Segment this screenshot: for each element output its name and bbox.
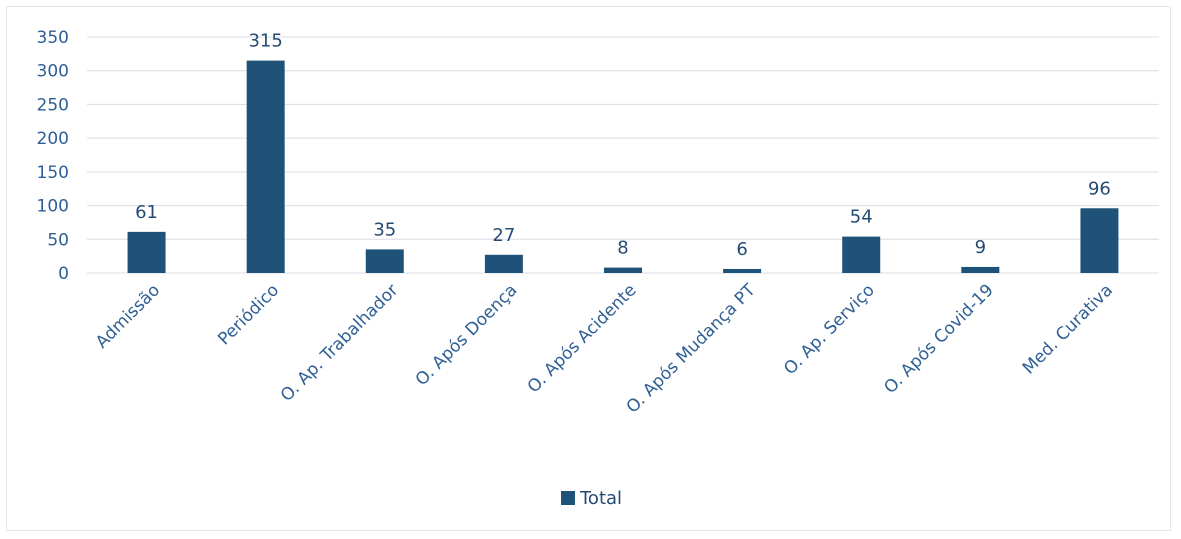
y-tick-label: 300 bbox=[37, 62, 69, 82]
bar bbox=[961, 266, 1000, 273]
y-tick-label: 250 bbox=[37, 95, 69, 115]
y-tick-label: 50 bbox=[47, 230, 69, 250]
chart-frame: 0 50 100 150 200 250 300 350 61 315 35 27 8 6 54 9 96 A… bbox=[6, 6, 1171, 531]
legend-label: Total bbox=[579, 488, 622, 509]
y-tick-label: 350 bbox=[37, 28, 69, 48]
x-tick-label: Admissão bbox=[92, 280, 164, 352]
data-label: 61 bbox=[135, 202, 158, 223]
x-tick-label: O. Ap. Serviço bbox=[780, 280, 879, 379]
legend-swatch bbox=[561, 491, 575, 505]
data-label: 27 bbox=[492, 225, 515, 246]
bar bbox=[1080, 208, 1119, 273]
y-tick-label: 100 bbox=[37, 197, 69, 217]
data-label: 96 bbox=[1088, 178, 1111, 199]
bar bbox=[723, 268, 762, 273]
data-label: 54 bbox=[850, 207, 873, 228]
bar-chart: 0 50 100 150 200 250 300 350 61 315 35 27 8 6 54 9 96 A… bbox=[37, 28, 1159, 509]
x-tick-label: Med. Curativa bbox=[1019, 280, 1117, 378]
bar bbox=[484, 254, 523, 273]
x-tick-label: O. Após Acidente bbox=[524, 280, 641, 397]
data-labels: 61 315 35 27 8 6 54 9 96 bbox=[135, 31, 1111, 260]
x-tick-label: O. Ap. Trabalhador bbox=[277, 280, 402, 405]
x-tick-label: Periódico bbox=[214, 280, 283, 349]
x-tick-label: O. Após Covid-19 bbox=[880, 280, 998, 398]
data-label: 35 bbox=[373, 219, 396, 240]
data-label: 315 bbox=[248, 31, 282, 52]
y-axis-ticks: 0 50 100 150 200 250 300 350 bbox=[37, 28, 69, 284]
bar bbox=[842, 236, 881, 273]
bars bbox=[127, 60, 1119, 273]
bar bbox=[604, 267, 642, 273]
bar bbox=[246, 60, 285, 273]
x-tick-label: O. Após Doença bbox=[412, 280, 522, 390]
legend: Total bbox=[561, 488, 622, 509]
x-tick-label: O. Após Mudança PT bbox=[623, 280, 760, 417]
data-label: 8 bbox=[617, 238, 628, 259]
bar bbox=[365, 249, 404, 273]
y-tick-label: 150 bbox=[37, 163, 69, 183]
data-label: 9 bbox=[975, 237, 986, 258]
data-label: 6 bbox=[736, 239, 747, 260]
bar bbox=[127, 231, 166, 273]
y-tick-label: 200 bbox=[37, 129, 69, 149]
y-tick-label: 0 bbox=[58, 264, 69, 284]
